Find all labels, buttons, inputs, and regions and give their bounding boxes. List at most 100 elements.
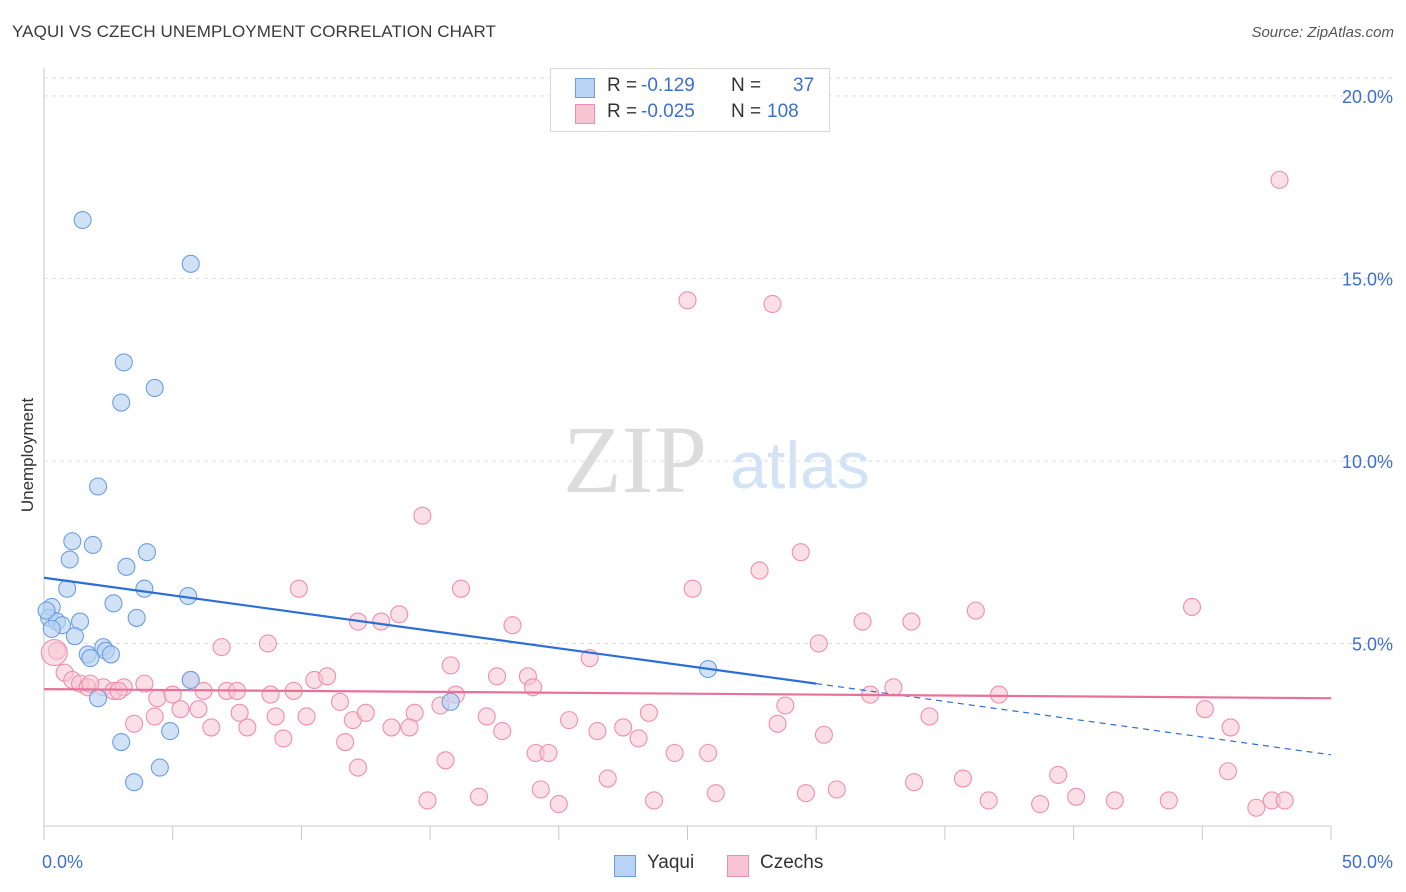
czechs-point bbox=[274, 729, 293, 748]
yaqui-point bbox=[125, 773, 144, 792]
axes bbox=[43, 68, 1332, 840]
czechs-point bbox=[768, 714, 787, 733]
czechs-point bbox=[297, 707, 316, 726]
y-axis-label: Unemployment bbox=[18, 397, 37, 513]
czechs-point bbox=[549, 795, 568, 814]
legend-r-value-yaqui: -0.129 bbox=[641, 75, 695, 96]
yaqui-point bbox=[104, 594, 123, 613]
czechs-point bbox=[336, 732, 355, 752]
legend-r-label: R = bbox=[607, 75, 638, 96]
legend-n-value-yaqui: 37 bbox=[793, 75, 815, 96]
legend-swatch-czechs bbox=[575, 104, 595, 124]
czechs-point bbox=[920, 707, 939, 726]
czechs-point bbox=[904, 773, 924, 792]
czechs-point bbox=[441, 656, 460, 675]
czechs-point bbox=[699, 743, 718, 763]
czechs-point bbox=[588, 722, 607, 741]
czechs-point bbox=[238, 718, 257, 737]
czechs-point bbox=[40, 639, 68, 667]
yaqui-point bbox=[117, 557, 136, 576]
czechs-point bbox=[1159, 791, 1178, 810]
czechs-point bbox=[418, 791, 437, 810]
yaqui-point bbox=[181, 254, 200, 273]
czechs-point bbox=[763, 294, 782, 314]
czechs-point bbox=[776, 696, 795, 715]
czechs-point bbox=[258, 634, 277, 653]
yaqui-point bbox=[42, 619, 61, 638]
yaqui-trend-line bbox=[43, 576, 817, 685]
czechs-point bbox=[639, 703, 658, 722]
czechs-point bbox=[189, 700, 208, 719]
yaqui-point bbox=[60, 550, 79, 569]
czechs-point bbox=[1221, 718, 1240, 737]
chart-title: YAQUI VS CZECH UNEMPLOYMENT CORRELATION … bbox=[12, 22, 497, 41]
czechs-point bbox=[390, 605, 409, 624]
yaqui-point bbox=[81, 649, 100, 668]
yaqui-trend-extension bbox=[816, 683, 1332, 756]
stats-legend: R = -0.129 N = 37 R = -0.025 N = 108 bbox=[550, 68, 830, 132]
czechs-point bbox=[629, 729, 648, 748]
czechs-point bbox=[469, 787, 489, 806]
czechs-point bbox=[145, 707, 164, 726]
yaqui-point bbox=[112, 393, 131, 412]
yaqui-point bbox=[114, 353, 133, 372]
czechs-point bbox=[796, 784, 815, 803]
grid-lines bbox=[44, 77, 1394, 644]
czechs-point bbox=[665, 743, 684, 763]
czechs-point bbox=[109, 681, 128, 700]
czechs-point bbox=[289, 579, 308, 598]
yaqui-point bbox=[181, 670, 200, 690]
czechs-point bbox=[979, 791, 998, 810]
yaqui-point bbox=[89, 477, 108, 496]
czechs-point bbox=[1031, 795, 1050, 814]
yaqui-point bbox=[161, 722, 180, 741]
yaqui-point bbox=[135, 579, 154, 598]
yaqui-point bbox=[441, 692, 460, 711]
czechs-point bbox=[1049, 765, 1068, 784]
czechs-point bbox=[1195, 700, 1214, 719]
czechs-point bbox=[261, 685, 280, 704]
czechs-point bbox=[1182, 597, 1202, 617]
czechs-point bbox=[330, 692, 350, 711]
czechs-point bbox=[348, 758, 368, 777]
source-credit: Source: ZipAtlas.com bbox=[1251, 24, 1394, 41]
czechs-point bbox=[791, 543, 810, 562]
czechs-point bbox=[503, 616, 522, 635]
czechs-point bbox=[966, 601, 985, 620]
legend-swatch-yaqui bbox=[575, 78, 595, 98]
watermark-atlas: atlas bbox=[730, 428, 869, 502]
yaqui-point bbox=[112, 732, 131, 752]
czechs-point bbox=[356, 703, 375, 722]
czechs-point bbox=[827, 780, 846, 799]
czechs-point bbox=[531, 780, 550, 799]
czechs-point bbox=[1275, 791, 1294, 810]
y-tick-label: 5.0% bbox=[1352, 634, 1393, 654]
czechs-point bbox=[202, 718, 221, 737]
x-tick-label-max: 50.0% bbox=[1342, 852, 1393, 872]
yaqui-point bbox=[127, 608, 146, 627]
czechs-point bbox=[451, 579, 471, 598]
trend-lines bbox=[43, 576, 1332, 756]
czechs-point bbox=[853, 612, 872, 631]
czechs-point bbox=[750, 561, 769, 580]
legend-r-value-czechs: -0.025 bbox=[641, 101, 695, 122]
bottom-label-czechs: Czechs bbox=[760, 852, 824, 873]
czechs-point bbox=[493, 722, 512, 741]
czechs-point bbox=[81, 674, 100, 693]
y-tick-label: 10.0% bbox=[1342, 452, 1393, 472]
czechs-point bbox=[953, 769, 972, 788]
legend-n-label: N = bbox=[731, 75, 762, 96]
czechs-point bbox=[266, 707, 285, 726]
czechs-point bbox=[1247, 798, 1266, 817]
legend-n-label: N = bbox=[731, 101, 762, 122]
czechs-point bbox=[539, 743, 558, 763]
yaqui-points bbox=[37, 210, 718, 792]
czechs-point bbox=[614, 718, 633, 737]
bottom-swatch-yaqui bbox=[614, 855, 636, 877]
tick-labels: 5.0% 10.0% 15.0% 20.0% 0.0% 50.0% bbox=[42, 87, 1393, 872]
czechs-point bbox=[171, 700, 190, 719]
czechs-point bbox=[477, 707, 496, 726]
czechs-point bbox=[148, 689, 167, 708]
x-tick-label-min: 0.0% bbox=[42, 852, 83, 872]
